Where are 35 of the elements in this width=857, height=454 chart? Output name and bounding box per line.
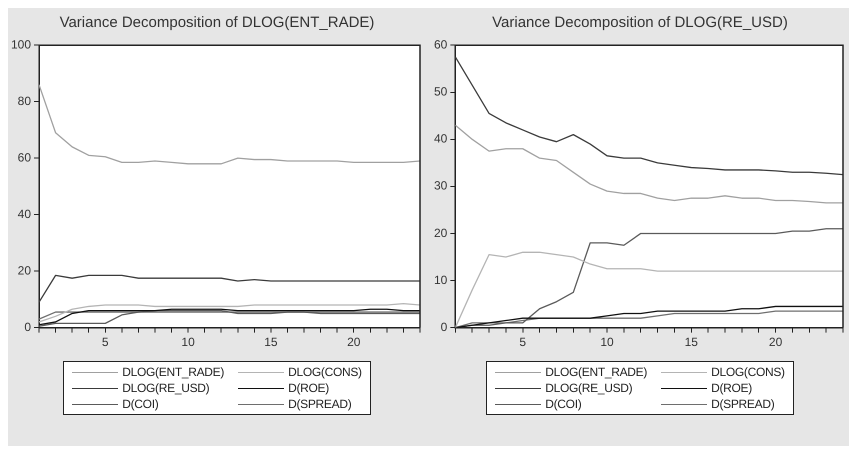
y-tick-label: 20 xyxy=(434,226,448,240)
x-tick-label: 5 xyxy=(102,335,109,350)
legend-label: DLOG(RE_USD) xyxy=(122,381,210,395)
legend-label: D(COI) xyxy=(545,397,582,411)
x-tick-label: 15 xyxy=(264,335,278,350)
legend-label: DLOG(ENT_RADE) xyxy=(545,365,648,379)
x-tick-label: 20 xyxy=(347,335,361,350)
y-tick-label: 10 xyxy=(434,272,448,287)
legend-label: DLOG(CONS) xyxy=(711,365,785,379)
y-tick-label: 60 xyxy=(434,38,448,52)
x-tick-label: 20 xyxy=(768,335,783,350)
legend-label: DLOG(CONS) xyxy=(288,365,362,379)
y-tick-label: 80 xyxy=(18,94,32,108)
y-tick-label: 50 xyxy=(434,84,448,99)
legend-label: D(ROE) xyxy=(711,381,752,395)
y-tick-label: 0 xyxy=(24,320,32,334)
legend-label: D(COI) xyxy=(122,397,158,411)
y-tick-label: 0 xyxy=(440,320,448,334)
legend-label: DLOG(RE_USD) xyxy=(545,381,632,395)
y-tick-label: 100 xyxy=(10,38,32,52)
legend-label: D(SPREAD) xyxy=(288,397,352,411)
x-tick-label: 5 xyxy=(519,335,526,350)
x-tick-label: 10 xyxy=(600,335,614,350)
chart-title: Variance Decomposition of DLOG(RE_USD) xyxy=(491,14,789,31)
chart-title: Variance Decomposition of DLOG(ENT_RADE) xyxy=(58,14,376,31)
y-tick-label: 40 xyxy=(434,132,448,146)
y-tick-label: 30 xyxy=(434,178,448,193)
legend-label: D(SPREAD) xyxy=(711,397,774,411)
legend-label: DLOG(ENT_RADE) xyxy=(122,365,224,379)
y-tick-label: 20 xyxy=(18,263,32,278)
legend-label: D(ROE) xyxy=(288,381,329,395)
x-tick-label: 10 xyxy=(181,335,196,350)
x-tick-label: 15 xyxy=(684,335,698,350)
y-tick-label: 40 xyxy=(18,206,32,221)
y-tick-label: 60 xyxy=(18,150,32,164)
